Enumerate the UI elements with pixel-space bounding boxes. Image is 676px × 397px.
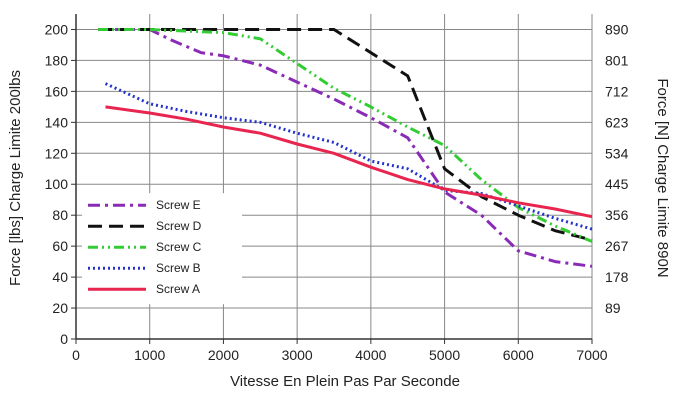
y-tick-label-right: 356 [605, 207, 629, 223]
x-tick-label: 6000 [503, 347, 534, 363]
tick-labels: 0 1000 2000 3000 4000 5000 6000 7000 0 20 40 60 80 10… [45, 21, 629, 363]
y-tick-label-left: 120 [45, 145, 69, 161]
series-line-screw-a [105, 105, 593, 219]
y-tick-label-left: 80 [52, 207, 68, 223]
legend-label: Screw D [156, 219, 202, 233]
x-tick-label: 0 [72, 347, 80, 363]
x-tick-label: 2000 [208, 347, 239, 363]
y-axis-label-right: Force [N] Charge Limite 890N [654, 78, 671, 277]
y-tick-label-right: 267 [605, 238, 629, 254]
y-tick-label-left: 60 [52, 238, 68, 254]
series-line-screw-d [98, 28, 593, 242]
legend-background [82, 193, 242, 305]
x-tick-label: 4000 [355, 347, 386, 363]
y-tick-label-left: 160 [45, 83, 69, 99]
legend-label: Screw E [156, 198, 201, 212]
y-tick-label-right: 178 [605, 269, 629, 285]
y-tick-label-left: 180 [45, 52, 69, 68]
y-tick-label-right: 712 [605, 83, 629, 99]
y-tick-label-left: 40 [52, 269, 68, 285]
x-tick-label: 5000 [429, 347, 460, 363]
x-tick-label: 7000 [576, 347, 607, 363]
series-lines [98, 28, 593, 268]
axes [71, 14, 593, 344]
y-tick-label-right: 534 [605, 145, 629, 161]
y-tick-label-right: 801 [605, 52, 629, 68]
y-tick-label-left: 140 [45, 114, 69, 130]
x-axis-label: Vitesse En Plein Pas Par Seconde [230, 373, 460, 390]
x-tick-label: 3000 [282, 347, 313, 363]
y-tick-label-left: 200 [45, 21, 69, 37]
series-line-screw-c [98, 28, 593, 243]
legend: Screw E Screw D Screw C Screw B Screw A [82, 193, 242, 305]
legend-label: Screw B [156, 261, 201, 275]
x-tick-label: 1000 [134, 347, 165, 363]
y-tick-label-right: 89 [605, 300, 621, 316]
y-tick-label-right: 623 [605, 114, 629, 130]
y-axis-label-left: Force [lbs] Charge Limite 200lbs [7, 70, 24, 286]
legend-label: Screw A [156, 282, 200, 296]
legend-label: Screw C [156, 240, 202, 254]
y-tick-label-left: 20 [52, 300, 68, 316]
y-tick-label-right: 445 [605, 176, 629, 192]
y-tick-label-left: 100 [45, 176, 69, 192]
y-tick-label-left: 0 [60, 331, 68, 347]
y-tick-label-right: 890 [605, 21, 629, 37]
series-line-screw-e [98, 28, 593, 268]
